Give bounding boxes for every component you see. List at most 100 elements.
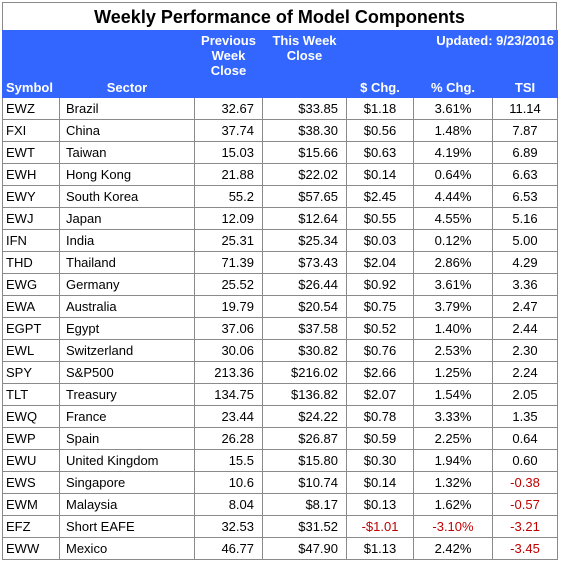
cell-tsi: 5.16 [492, 207, 558, 230]
cell-dollar-change: $2.45 [346, 185, 414, 208]
updated-date: Updated: 9/23/2016 [346, 30, 558, 64]
cell-percent-change: 4.55% [413, 207, 493, 230]
cell-dollar-change: $0.52 [346, 317, 414, 340]
cell-dollar-change: $0.75 [346, 295, 414, 318]
cell-percent-change: 3.61% [413, 97, 493, 120]
cell-sector: United Kingdom [59, 449, 195, 472]
cell-symbol: EWZ [2, 97, 60, 120]
cell-dollar-change: $2.04 [346, 251, 414, 274]
cell-previous-close: 37.74 [194, 119, 263, 142]
cell-tsi: -0.38 [492, 471, 558, 494]
cell-sector: Taiwan [59, 141, 195, 164]
cell-previous-close: 12.09 [194, 207, 263, 230]
cell-symbol: IFN [2, 229, 60, 252]
cell-dollar-change: $2.66 [346, 361, 414, 384]
cell-symbol: EWS [2, 471, 60, 494]
cell-tsi: 6.53 [492, 185, 558, 208]
cell-previous-close: 37.06 [194, 317, 263, 340]
cell-sector: Malaysia [59, 493, 195, 516]
cell-symbol: EWU [2, 449, 60, 472]
cell-percent-change: 1.40% [413, 317, 493, 340]
table-row: EWG Germany 25.52 $26.44 $0.92 3.61% 3.36 [2, 273, 558, 296]
table-title: Weekly Performance of Model Components [2, 2, 557, 30]
cell-symbol: EWQ [2, 405, 60, 428]
cell-symbol: FXI [2, 119, 60, 142]
cell-percent-change: 2.86% [413, 251, 493, 274]
cell-this-close: $38.30 [262, 119, 347, 142]
cell-tsi: 2.05 [492, 383, 558, 406]
cell-percent-change: -3.10% [413, 515, 493, 538]
table-row: EFZ Short EAFE 32.53 $31.52 -$1.01 -3.10% -3.2… [2, 515, 558, 538]
cell-symbol: THD [2, 251, 60, 274]
cell-symbol: EWW [2, 537, 60, 560]
cell-dollar-change: $0.92 [346, 273, 414, 296]
cell-sector: Switzerland [59, 339, 195, 362]
cell-this-close: $30.82 [262, 339, 347, 362]
cell-symbol: EWJ [2, 207, 60, 230]
cell-symbol: EWG [2, 273, 60, 296]
cell-percent-change: 3.61% [413, 273, 493, 296]
cell-sector: France [59, 405, 195, 428]
cell-tsi: 4.29 [492, 251, 558, 274]
cell-dollar-change: $0.76 [346, 339, 414, 362]
cell-sector: Germany [59, 273, 195, 296]
cell-previous-close: 55.2 [194, 185, 263, 208]
cell-this-close: $37.58 [262, 317, 347, 340]
table-row: IFN India 25.31 $25.34 $0.03 0.12% 5.00 [2, 229, 558, 252]
cell-dollar-change: $1.18 [346, 97, 414, 120]
table-row: EGPT Egypt 37.06 $37.58 $0.52 1.40% 2.44 [2, 317, 558, 340]
cell-percent-change: 1.94% [413, 449, 493, 472]
cell-percent-change: 1.25% [413, 361, 493, 384]
cell-percent-change: 2.42% [413, 537, 493, 560]
table-row: EWM Malaysia 8.04 $8.17 $0.13 1.62% -0.57 [2, 493, 558, 516]
cell-symbol: EWL [2, 339, 60, 362]
cell-previous-close: 10.6 [194, 471, 263, 494]
cell-dollar-change: $0.13 [346, 493, 414, 516]
cell-tsi: -3.21 [492, 515, 558, 538]
table-row: EWH Hong Kong 21.88 $22.02 $0.14 0.64% 6.63 [2, 163, 558, 186]
cell-sector: China [59, 119, 195, 142]
cell-dollar-change: $2.07 [346, 383, 414, 406]
cell-percent-change: 3.33% [413, 405, 493, 428]
cell-dollar-change: $0.14 [346, 471, 414, 494]
table-row: SPY S&P500 213.36 $216.02 $2.66 1.25% 2.24 [2, 361, 558, 384]
cell-dollar-change: $0.30 [346, 449, 414, 472]
header-tsi: TSI [492, 63, 558, 98]
cell-dollar-change: $0.14 [346, 163, 414, 186]
cell-sector: Australia [59, 295, 195, 318]
cell-symbol: EGPT [2, 317, 60, 340]
table-row: FXI China 37.74 $38.30 $0.56 1.48% 7.87 [2, 119, 558, 142]
cell-tsi: 11.14 [492, 97, 558, 120]
cell-percent-change: 1.32% [413, 471, 493, 494]
cell-percent-change: 1.62% [413, 493, 493, 516]
cell-tsi: 2.47 [492, 295, 558, 318]
cell-dollar-change: $0.56 [346, 119, 414, 142]
table-row: EWQ France 23.44 $24.22 $0.78 3.33% 1.35 [2, 405, 558, 428]
cell-dollar-change: $0.03 [346, 229, 414, 252]
cell-dollar-change: $1.13 [346, 537, 414, 560]
cell-tsi: 2.30 [492, 339, 558, 362]
cell-this-close: $26.44 [262, 273, 347, 296]
cell-symbol: EWH [2, 163, 60, 186]
cell-tsi: 1.35 [492, 405, 558, 428]
table-row: EWA Australia 19.79 $20.54 $0.75 3.79% 2.47 [2, 295, 558, 318]
cell-symbol: EWP [2, 427, 60, 450]
cell-symbol: EWT [2, 141, 60, 164]
cell-sector: Mexico [59, 537, 195, 560]
cell-previous-close: 19.79 [194, 295, 263, 318]
table-row: TLT Treasury 134.75 $136.82 $2.07 1.54% 2.05 [2, 383, 558, 406]
table-row: EWU United Kingdom 15.5 $15.80 $0.30 1.94% 0.6… [2, 449, 558, 472]
cell-percent-change: 0.12% [413, 229, 493, 252]
cell-sector: Spain [59, 427, 195, 450]
cell-tsi: -3.45 [492, 537, 558, 560]
cell-percent-change: 2.25% [413, 427, 493, 450]
cell-percent-change: 2.53% [413, 339, 493, 362]
cell-sector: Singapore [59, 471, 195, 494]
cell-previous-close: 46.77 [194, 537, 263, 560]
cell-previous-close: 71.39 [194, 251, 263, 274]
table-row: EWL Switzerland 30.06 $30.82 $0.76 2.53% 2.30 [2, 339, 558, 362]
cell-previous-close: 15.03 [194, 141, 263, 164]
cell-previous-close: 213.36 [194, 361, 263, 384]
cell-sector: S&P500 [59, 361, 195, 384]
